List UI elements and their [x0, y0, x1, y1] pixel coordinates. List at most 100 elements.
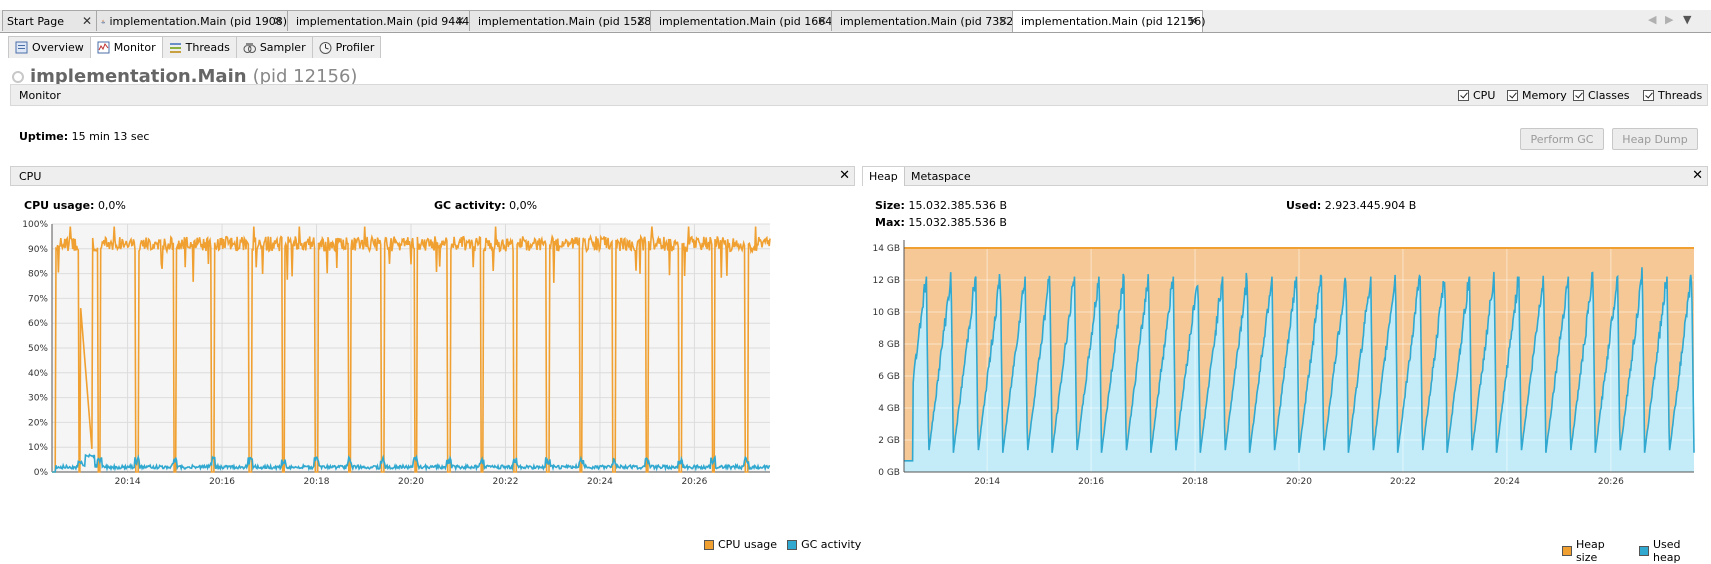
threads-checkbox[interactable]: Threads — [1643, 89, 1702, 102]
cpu-usage-stat: CPU usage: 0,0% — [24, 199, 126, 212]
x-tick-label: 20:26 — [681, 477, 707, 487]
y-tick-label: 60% — [28, 319, 48, 329]
sub-tab-label: Monitor — [113, 41, 156, 54]
view-tabs: Overview Monitor Threads Sampler Profiler — [8, 36, 382, 58]
doc-tab-label: implementation.Main (pid 1528) — [478, 14, 656, 28]
y-tick-label: 100% — [22, 220, 48, 230]
y-tick-label: 12 GB — [873, 276, 900, 286]
legend-item: Used heap — [1639, 538, 1711, 564]
heap-panel-header: Heap Metaspace ✕ — [862, 166, 1708, 186]
checkbox-label: Classes — [1588, 89, 1630, 102]
heap-legend: Heap size Used heap — [1552, 538, 1711, 564]
scroll-left-icon[interactable]: ◀ — [1648, 13, 1657, 26]
doc-tab-label: implementation.Main (pid 9444) — [296, 14, 474, 28]
tab-profiler[interactable]: Profiler — [311, 36, 382, 58]
close-icon[interactable]: ✕ — [1692, 168, 1703, 183]
close-icon[interactable]: ✕ — [816, 14, 827, 28]
cpu-legend: CPU usage GC activity — [694, 538, 861, 551]
checkbox-checked-icon — [1643, 90, 1654, 101]
scroll-right-icon[interactable]: ▶ — [1665, 13, 1674, 26]
y-tick-label: 40% — [28, 369, 48, 379]
close-icon[interactable]: ✕ — [81, 14, 92, 28]
status-circle-icon — [12, 70, 24, 83]
uptime-value: 15 min 13 sec — [71, 130, 150, 143]
heap-dump-button[interactable]: Heap Dump — [1612, 128, 1698, 150]
threads-icon — [169, 43, 181, 53]
close-icon[interactable]: ✕ — [272, 14, 283, 28]
monitor-toolbar: Monitor CPU Memory Classes Threads — [10, 84, 1708, 106]
y-tick-label: 4 GB — [878, 404, 900, 414]
x-tick-label: 20:24 — [1494, 477, 1520, 487]
x-tick-label: 20:16 — [1078, 477, 1104, 487]
sampler-icon — [243, 43, 256, 53]
doc-tab-label: Start Page — [7, 14, 64, 28]
tab-threads[interactable]: Threads — [161, 36, 237, 58]
doc-tab[interactable]: implementation.Main (pid 1664) ✕ — [650, 10, 837, 31]
close-icon[interactable]: ✕ — [839, 168, 850, 183]
x-tick-label: 20:14 — [115, 477, 141, 487]
legend-swatch — [787, 539, 798, 550]
perform-gc-button[interactable]: Perform GC — [1520, 128, 1604, 150]
page-title: implementation.Main (pid 12156) — [12, 66, 357, 87]
checkbox-checked-icon — [1573, 90, 1584, 101]
x-tick-label: 20:24 — [587, 477, 613, 487]
tab-monitor[interactable]: Monitor — [89, 36, 163, 58]
doc-tab[interactable]: implementation.Main (pid 7352) ✕ — [831, 10, 1018, 31]
close-icon[interactable]: ✕ — [454, 14, 465, 28]
x-tick-label: 20:20 — [1286, 477, 1312, 487]
y-tick-label: 14 GB — [873, 244, 900, 254]
legend-label: Heap size — [1575, 538, 1605, 564]
heap-max-stat: Max: 15.032.385.536 B — [875, 216, 1007, 229]
gc-activity-value: 0,0% — [509, 199, 538, 212]
heap-used-label: Used: — [1286, 199, 1322, 212]
legend-label: CPU usage — [718, 538, 778, 551]
cpu-checkbox[interactable]: CPU — [1458, 89, 1495, 102]
checkbox-checked-icon — [1458, 90, 1469, 101]
y-tick-label: 20% — [28, 418, 48, 428]
doc-tab-label: implementation.Main (pid 1664) — [659, 14, 837, 28]
doc-tab[interactable]: implementation.Main (pid 9444) ✕ — [287, 10, 474, 31]
classes-checkbox[interactable]: Classes — [1573, 89, 1629, 102]
legend-label: GC activity — [801, 538, 862, 551]
cpu-chart: 0% 10% 20% 30% 40% 50% 60% 70% 80% 90% 100% 20:14 20… — [22, 220, 771, 487]
heap-size-stat: Size: 15.032.385.536 B — [875, 199, 1007, 212]
tab-sampler[interactable]: Sampler — [235, 36, 313, 58]
y-tick-label: 0 GB — [878, 468, 900, 478]
close-icon[interactable]: ✕ — [997, 14, 1008, 28]
doc-tab[interactable]: implementation.Main (pid 12156) ✕ — [1012, 10, 1206, 32]
tab-list-dropdown-icon[interactable]: ▼ — [1683, 13, 1692, 26]
sub-tab-label: Overview — [32, 41, 84, 54]
x-tick-label: 20:16 — [209, 477, 235, 487]
tab-heap[interactable]: Heap — [863, 167, 905, 186]
cpu-panel-title: CPU — [19, 170, 42, 183]
y-tick-label: 10 GB — [873, 308, 900, 318]
cpu-usage-value: 0,0% — [97, 199, 126, 212]
overview-icon — [15, 41, 28, 54]
doc-tab[interactable]: implementation.Main (pid 1908) ✕ — [96, 10, 288, 31]
y-tick-label: 70% — [28, 294, 48, 304]
checkbox-checked-icon — [1507, 90, 1518, 101]
used-heap-series — [904, 267, 1695, 462]
heap-chart: 0 GB 2 GB 4 GB 6 GB 8 GB 10 GB 12 GB 14 GB 20:14… — [873, 240, 1695, 487]
title-main: implementation.Main — [30, 66, 247, 87]
doc-tab[interactable]: implementation.Main (pid 1528) ✕ — [469, 10, 656, 31]
tab-overview[interactable]: Overview — [8, 36, 91, 58]
y-tick-label: 6 GB — [878, 372, 900, 382]
close-icon[interactable]: ✕ — [635, 14, 646, 28]
title-pid: (pid 12156) — [252, 66, 358, 87]
heap-size-value: 15.032.385.536 B — [908, 199, 1007, 212]
tab-metaspace[interactable]: Metaspace — [911, 170, 971, 183]
doc-tab[interactable]: Start Page ✕ — [2, 10, 97, 31]
memory-checkbox[interactable]: Memory — [1507, 89, 1567, 102]
checkbox-label: Threads — [1658, 89, 1703, 102]
x-tick-label: 20:20 — [398, 477, 424, 487]
legend-swatch — [704, 539, 714, 550]
x-tick-label: 20:18 — [1182, 477, 1208, 487]
sub-tab-label: Sampler — [259, 41, 306, 54]
gc-activity-series — [52, 453, 771, 473]
close-icon[interactable]: ✕ — [1187, 14, 1198, 28]
monitor-icon — [97, 41, 110, 54]
heap-size-label: Size: — [875, 199, 905, 212]
legend-item: GC activity — [787, 538, 861, 551]
x-tick-label: 20:22 — [1390, 477, 1416, 487]
